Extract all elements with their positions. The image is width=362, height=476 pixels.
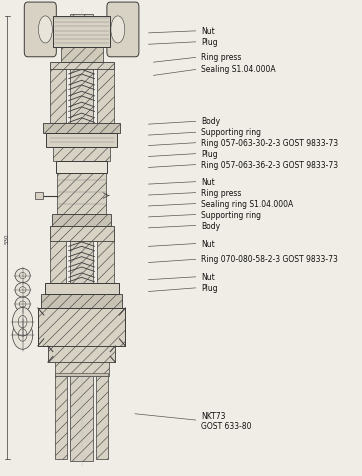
Bar xyxy=(55,377,67,459)
Text: Nut: Nut xyxy=(148,178,215,187)
Bar xyxy=(50,62,114,69)
Bar xyxy=(97,242,114,283)
Text: Ring 070-080-58-2-3 GOST 9833-73: Ring 070-080-58-2-3 GOST 9833-73 xyxy=(148,255,338,264)
Text: Nut: Nut xyxy=(148,272,215,281)
Text: Body: Body xyxy=(148,117,220,126)
Text: Supporting ring: Supporting ring xyxy=(148,210,261,219)
Circle shape xyxy=(13,308,33,336)
Text: Nut: Nut xyxy=(148,239,215,248)
Bar xyxy=(45,283,119,294)
FancyBboxPatch shape xyxy=(107,3,139,58)
Text: Body: Body xyxy=(148,221,220,230)
Ellipse shape xyxy=(111,17,125,44)
Circle shape xyxy=(13,321,33,349)
Bar xyxy=(55,362,109,377)
Ellipse shape xyxy=(15,283,30,298)
Bar xyxy=(97,69,114,124)
Text: NKT73
GOST 633-80: NKT73 GOST 633-80 xyxy=(135,411,252,430)
Bar xyxy=(35,192,43,200)
Text: Plug: Plug xyxy=(148,149,218,159)
Bar xyxy=(55,373,108,377)
Text: Plug: Plug xyxy=(148,283,218,292)
Bar xyxy=(57,174,106,214)
Text: Sealing S1.04.000A: Sealing S1.04.000A xyxy=(153,65,276,76)
Text: Ring press: Ring press xyxy=(153,53,242,63)
Bar xyxy=(53,148,110,162)
Text: Sealing ring S1.04.000A: Sealing ring S1.04.000A xyxy=(148,199,294,208)
Bar xyxy=(70,15,93,461)
Bar xyxy=(53,17,110,48)
Bar xyxy=(96,377,108,459)
Bar xyxy=(60,48,103,62)
Bar xyxy=(46,134,117,148)
Bar xyxy=(56,162,107,174)
Bar xyxy=(52,214,111,227)
Text: Ring press: Ring press xyxy=(148,188,242,198)
Text: Supporting ring: Supporting ring xyxy=(148,128,261,137)
Text: Ring 057-063-36-2-3 GOST 9833-73: Ring 057-063-36-2-3 GOST 9833-73 xyxy=(148,160,338,169)
Bar xyxy=(38,308,125,346)
Text: Ring 057-063-30-2-3 GOST 9833-73: Ring 057-063-30-2-3 GOST 9833-73 xyxy=(148,139,338,148)
Text: Nut: Nut xyxy=(148,27,215,36)
Bar xyxy=(50,242,67,283)
FancyBboxPatch shape xyxy=(24,3,56,58)
Text: Plug: Plug xyxy=(148,38,218,47)
Bar xyxy=(50,69,67,124)
Bar xyxy=(48,346,115,362)
Text: 530: 530 xyxy=(4,233,9,243)
Ellipse shape xyxy=(15,298,30,312)
Ellipse shape xyxy=(38,17,52,44)
Bar xyxy=(43,124,121,134)
Ellipse shape xyxy=(15,269,30,283)
Bar xyxy=(50,227,114,242)
Bar xyxy=(41,294,122,308)
